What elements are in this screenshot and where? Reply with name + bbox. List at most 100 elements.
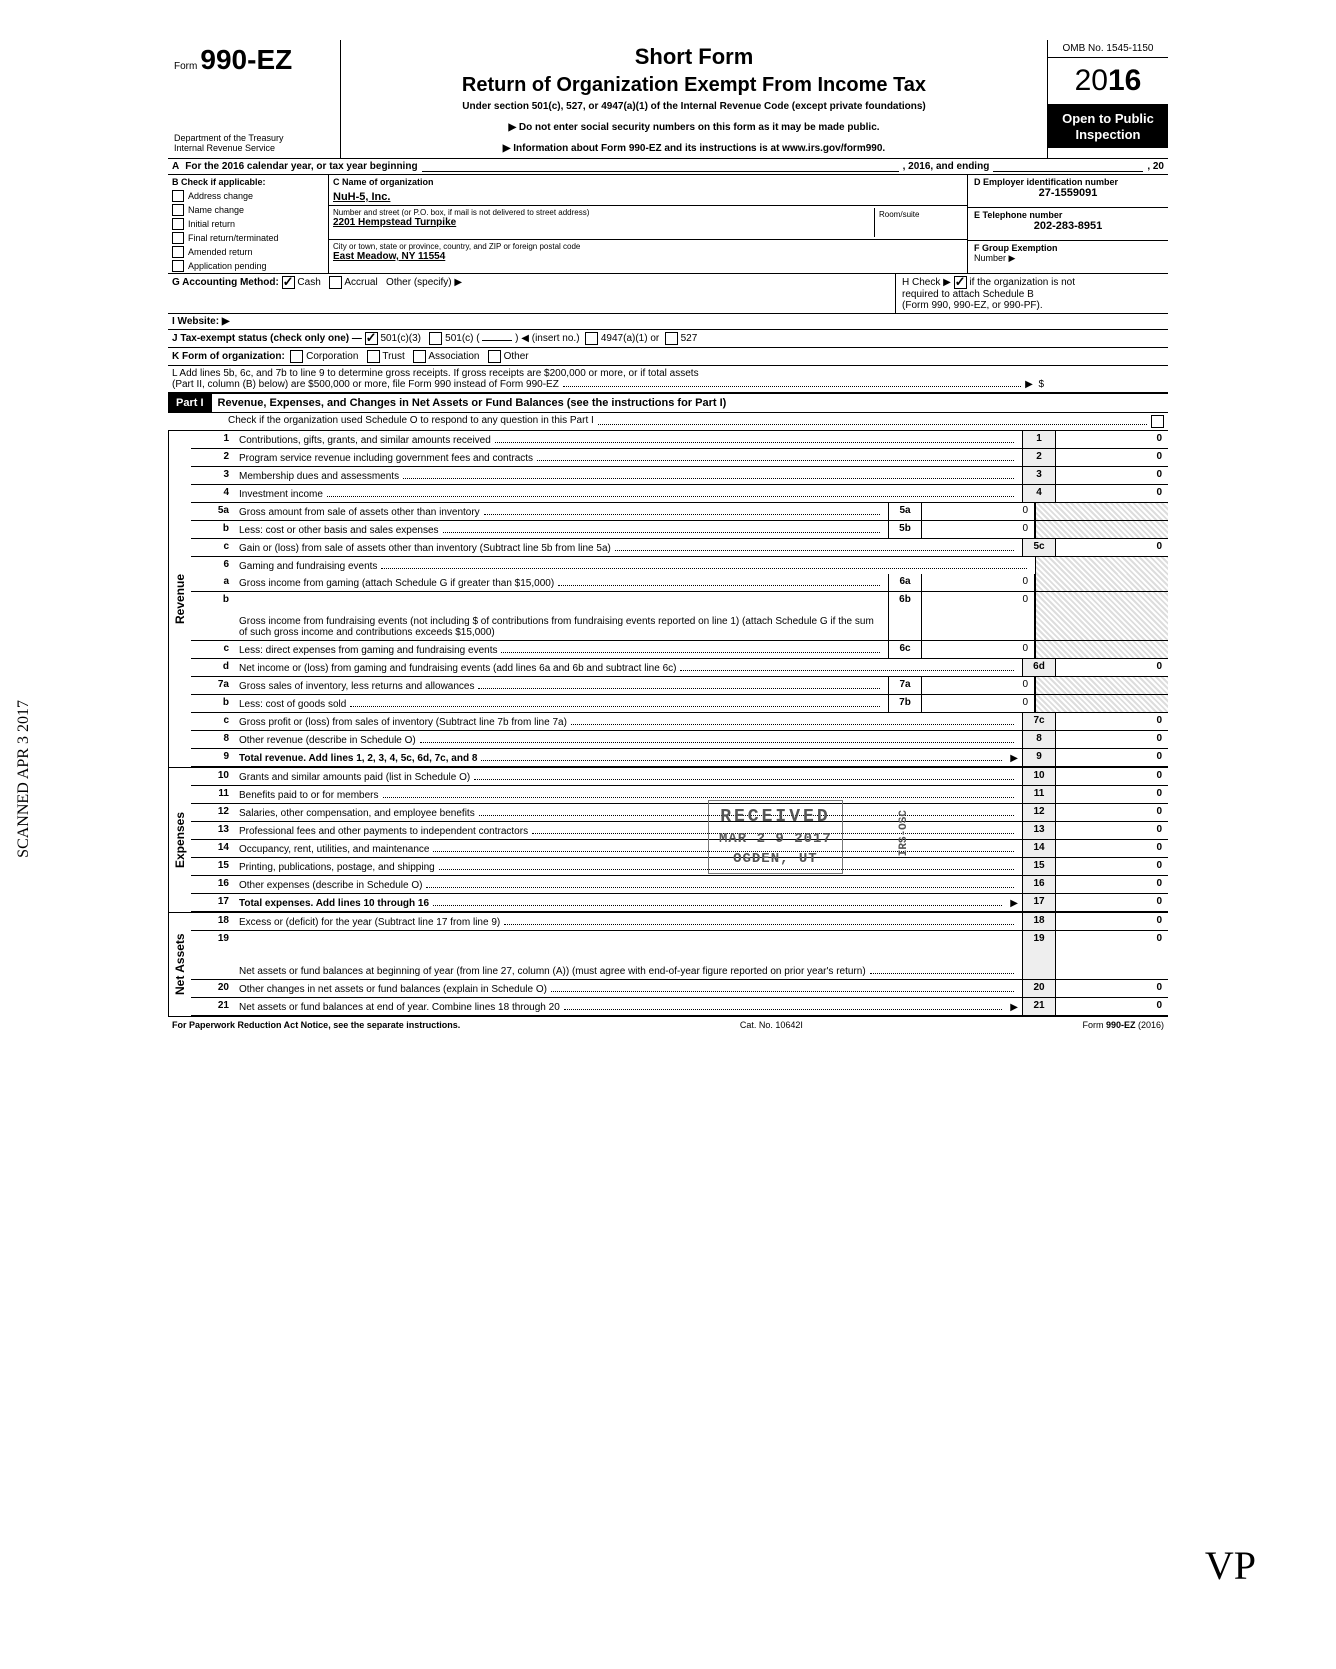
- chk-527[interactable]: [665, 332, 678, 345]
- form-line-c: cGross profit or (loss) from sales of in…: [191, 713, 1168, 731]
- form-line-5a: 5aGross amount from sale of assets other…: [191, 503, 1168, 521]
- initials-signature: VP: [1205, 1542, 1256, 1589]
- line-description: Professional fees and other payments to …: [235, 822, 1022, 839]
- return-title: Return of Organization Exempt From Incom…: [349, 74, 1039, 97]
- chk-cash[interactable]: [282, 276, 295, 289]
- rt-line-value: 0: [1056, 804, 1168, 821]
- line-number: 12: [191, 804, 235, 821]
- part-1-header: Part I Revenue, Expenses, and Changes in…: [168, 393, 1168, 413]
- line-description: Less: direct expenses from gaming and fu…: [235, 641, 888, 658]
- line-number: b: [191, 695, 235, 712]
- open-to-public: Open to Public Inspection: [1048, 105, 1168, 148]
- mid-line-ref: 5a: [888, 503, 922, 520]
- form-number: 990-EZ: [200, 44, 292, 75]
- rt-line-ref: 9: [1022, 749, 1056, 766]
- rt-line-ref: 1: [1022, 431, 1056, 448]
- rt-line-value: 0: [1056, 876, 1168, 893]
- line-number: 9: [191, 749, 235, 766]
- chk-corporation[interactable]: [290, 350, 303, 363]
- col-c-org-info: C Name of organization NuH-5, Inc. Numbe…: [329, 175, 968, 273]
- line-description: Net income or (loss) from gaming and fun…: [235, 659, 1022, 676]
- rt-line-value: 0: [1056, 749, 1168, 766]
- rt-line-ref: 15: [1022, 858, 1056, 875]
- catalog-number: Cat. No. 10642I: [740, 1020, 803, 1030]
- form-line-7a: 7aGross sales of inventory, less returns…: [191, 677, 1168, 695]
- rt-line-ref: 2: [1022, 449, 1056, 466]
- line-number: d: [191, 659, 235, 676]
- row-k-form-org: K Form of organization: Corporation Trus…: [168, 348, 1168, 366]
- rt-line-value: 0: [1056, 858, 1168, 875]
- form-line-16: 16Other expenses (describe in Schedule O…: [191, 876, 1168, 894]
- group-exemption-label: F Group Exemption: [974, 243, 1162, 253]
- form-line-c: cLess: direct expenses from gaming and f…: [191, 641, 1168, 659]
- form-line-a: aGross income from gaming (attach Schedu…: [191, 574, 1168, 592]
- chk-association[interactable]: [413, 350, 426, 363]
- chk-accrual[interactable]: [329, 276, 342, 289]
- net-assets-section: Net Assets 18Excess or (deficit) for the…: [168, 912, 1168, 1016]
- part-1-label: Part I: [168, 394, 212, 412]
- dept-irs: Internal Revenue Service: [174, 144, 334, 154]
- mid-line-value: 0: [922, 521, 1035, 538]
- line-number: 6: [191, 557, 235, 574]
- rt-line-value: 0: [1056, 431, 1168, 448]
- line-number: 14: [191, 840, 235, 857]
- rt-line-value: 0: [1056, 786, 1168, 803]
- form-footer: For Paperwork Reduction Act Notice, see …: [168, 1016, 1168, 1033]
- rt-line-ref: 8: [1022, 731, 1056, 748]
- chk-initial-return[interactable]: Initial return: [168, 217, 328, 231]
- form-line-13: 13Professional fees and other payments t…: [191, 822, 1168, 840]
- form-line-15: 15Printing, publications, postage, and s…: [191, 858, 1168, 876]
- chk-final-return[interactable]: Final return/terminated: [168, 231, 328, 245]
- mid-line-ref: 5b: [888, 521, 922, 538]
- org-name-value: NuH-5, Inc.: [329, 189, 967, 205]
- form-line-4: 4Investment income40: [191, 485, 1168, 503]
- rt-line-ref: 13: [1022, 822, 1056, 839]
- form-line-14: 14Occupancy, rent, utilities, and mainte…: [191, 840, 1168, 858]
- street-value: 2201 Hempstead Turnpike: [333, 217, 874, 228]
- line-number: c: [191, 539, 235, 556]
- city-value: East Meadow, NY 11554: [333, 251, 963, 262]
- line-description: Excess or (deficit) for the year (Subtra…: [235, 913, 1022, 930]
- form-line-6: 6Gaming and fundraising events: [191, 557, 1168, 574]
- chk-address-change[interactable]: Address change: [168, 189, 328, 203]
- form-line-20: 20Other changes in net assets or fund ba…: [191, 980, 1168, 998]
- phone-label: E Telephone number: [974, 210, 1162, 220]
- form-line-b: bLess: cost of goods sold7b0: [191, 695, 1168, 713]
- line-number: 3: [191, 467, 235, 484]
- scanned-stamp: SCANNED APR 3 2017: [15, 700, 33, 858]
- rt-line-ref: 6d: [1022, 659, 1056, 676]
- mid-line-ref: 6a: [888, 574, 922, 591]
- chk-501c[interactable]: [429, 332, 442, 345]
- line-number: 2: [191, 449, 235, 466]
- chk-4947[interactable]: [585, 332, 598, 345]
- form-header: Form 990-EZ Department of the Treasury I…: [168, 40, 1168, 159]
- form-line-b: bLess: cost or other basis and sales exp…: [191, 521, 1168, 539]
- form-line-19: 19Net assets or fund balances at beginni…: [191, 931, 1168, 980]
- phone-value: 202-283-8951: [974, 220, 1162, 232]
- chk-501c3[interactable]: [365, 332, 378, 345]
- chk-schedule-o-part1[interactable]: [1151, 415, 1164, 428]
- chk-trust[interactable]: [367, 350, 380, 363]
- info-url: ▶ Information about Form 990-EZ and its …: [349, 143, 1039, 154]
- chk-application-pending[interactable]: Application pending: [168, 259, 328, 273]
- expenses-vlabel: Expenses: [168, 768, 191, 912]
- line-description: Contributions, gifts, grants, and simila…: [235, 431, 1022, 448]
- chk-name-change[interactable]: Name change: [168, 203, 328, 217]
- chk-other-org[interactable]: [488, 350, 501, 363]
- rt-line-value: 0: [1056, 840, 1168, 857]
- no-ssn-notice: ▶ Do not enter social security numbers o…: [349, 122, 1039, 133]
- room-suite-label: Room/suite: [874, 208, 963, 237]
- row-l-gross-receipts: L Add lines 5b, 6c, and 7b to line 9 to …: [168, 366, 1168, 393]
- chk-amended-return[interactable]: Amended return: [168, 245, 328, 259]
- row-i-website: I Website: ▶: [168, 314, 1168, 330]
- form-label: Form: [174, 61, 197, 72]
- line-number: 7a: [191, 677, 235, 694]
- rt-line-value: 0: [1056, 931, 1168, 979]
- col-def: D Employer identification number 27-1559…: [968, 175, 1168, 273]
- line-number: c: [191, 713, 235, 730]
- line-description: Other changes in net assets or fund bala…: [235, 980, 1022, 997]
- rt-line-ref: 17: [1022, 894, 1056, 911]
- chk-schedule-b[interactable]: [954, 276, 967, 289]
- line-description: Less: cost of goods sold: [235, 695, 888, 712]
- line-number: 4: [191, 485, 235, 502]
